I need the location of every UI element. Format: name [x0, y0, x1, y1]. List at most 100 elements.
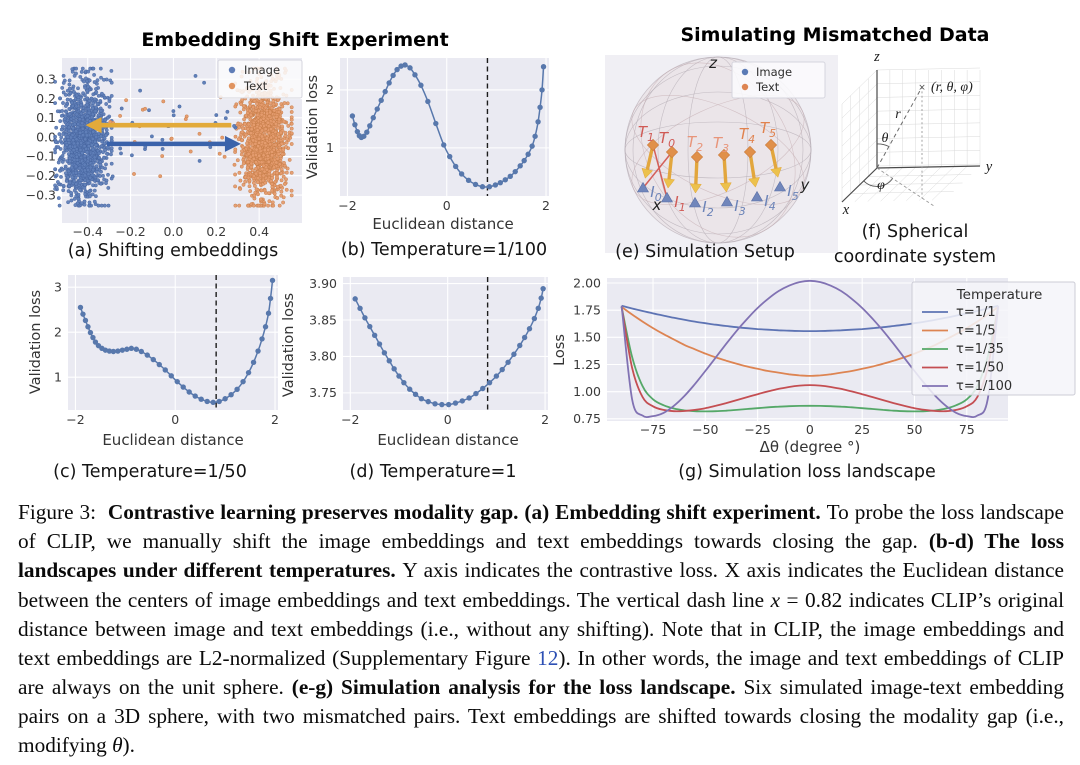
panel-f-spherical-coordinate-diagram: × z y x (r, θ, φ) rθ φ	[841, 49, 993, 218]
right-section-title: Simulating Mismatched Data	[680, 24, 990, 46]
svg-text:3.90: 3.90	[309, 276, 337, 291]
svg-text:3.80: 3.80	[309, 349, 337, 364]
svg-text:−0.2: −0.2	[26, 168, 56, 183]
text-embedding-label: T3	[713, 134, 729, 155]
svg-text:×: ×	[918, 83, 926, 93]
caption-segment: θ	[112, 733, 123, 758]
panel-b-loss-landscape-plot: −2 0 2 1 2 Euclidean distance Validation loss	[305, 58, 550, 233]
svg-text:Δθ (degree °): Δθ (degree °)	[760, 438, 861, 456]
image-embedding-label: I0	[650, 183, 661, 204]
caption-d: (d) Temperature=1	[349, 462, 517, 482]
figure-caption: Figure 3: Contrastive learning preserves…	[18, 498, 1064, 761]
svg-text:0.4: 0.4	[249, 224, 269, 239]
svg-text:θ: θ	[882, 131, 889, 146]
caption-b: (b) Temperature=1/100	[340, 240, 548, 260]
svg-text:0: 0	[806, 422, 814, 437]
svg-text:τ=1/35: τ=1/35	[956, 342, 1004, 357]
panel-c-loss-landscape-plot: −2 0 2 1 2 3 Euclidean distance Validation loss	[28, 275, 279, 449]
svg-text:1.00: 1.00	[573, 384, 601, 399]
panel-g-simulation-loss-landscape-plot: −75 −50 −25 0 25 50 75 0.75 1.00 1.25 1.50 1.75 2.00…	[552, 275, 1076, 456]
svg-text:0.3: 0.3	[36, 72, 56, 87]
svg-text:Image: Image	[756, 65, 792, 79]
caption-c: (c) Temperature=1/50	[53, 462, 247, 482]
svg-text:τ=1/100: τ=1/100	[956, 379, 1012, 394]
svg-text:Euclidean distance: Euclidean distance	[377, 431, 518, 449]
svg-text:0.2: 0.2	[36, 91, 56, 106]
caption-f: (f) Spherical coordinate system	[795, 220, 1035, 270]
svg-text:3.85: 3.85	[309, 312, 337, 327]
svg-text:Image: Image	[244, 63, 280, 77]
svg-text:−0.3: −0.3	[26, 187, 56, 202]
svg-text:0: 0	[444, 412, 452, 427]
image-embedding-label: I5	[787, 182, 798, 203]
figure-12-reference-link[interactable]: 12	[537, 645, 559, 670]
text-embedding-label: T0	[659, 129, 675, 150]
svg-text:0.2: 0.2	[206, 224, 226, 239]
svg-text:0.0: 0.0	[36, 129, 56, 144]
svg-text:25: 25	[854, 422, 870, 437]
caption-e: (e) Simulation Setup	[615, 242, 795, 262]
svg-text:1.75: 1.75	[573, 302, 601, 317]
svg-text:0: 0	[171, 412, 179, 427]
caption-segment: Y axis indicates the contrastive loss. X…	[18, 558, 1064, 612]
svg-text:τ=1/1: τ=1/1	[956, 305, 996, 320]
caption-segment: To probe the loss landscape of CLIP, we …	[18, 500, 1064, 554]
svg-text:0.75: 0.75	[573, 411, 601, 426]
left-section-title: Embedding Shift Experiment	[141, 29, 449, 51]
svg-text:0.0: 0.0	[163, 224, 183, 239]
svg-text:−2: −2	[66, 412, 84, 427]
svg-text:Validation loss: Validation loss	[281, 293, 297, 397]
svg-text:1.25: 1.25	[573, 357, 601, 372]
svg-text:Validation loss: Validation loss	[305, 75, 321, 179]
svg-text:3.75: 3.75	[309, 385, 337, 400]
caption-segment: (b-d) The loss landscapes under differen…	[18, 529, 1064, 583]
svg-text:1: 1	[326, 140, 334, 155]
svg-text:τ=1/5: τ=1/5	[956, 324, 996, 339]
svg-text:(r, θ, φ): (r, θ, φ)	[931, 80, 973, 95]
svg-text:r: r	[895, 107, 901, 122]
text-embedding-label: T4	[739, 125, 755, 146]
caption-segment: Contrastive learning preserves modality …	[107, 500, 827, 524]
svg-text:y: y	[800, 176, 811, 194]
svg-text:−0.4: −0.4	[73, 224, 103, 239]
caption-segment: = 0.82 indicates CLIP’s original distanc…	[18, 587, 1064, 670]
svg-text:Validation loss: Validation loss	[28, 290, 44, 394]
svg-text:x: x	[652, 196, 662, 214]
temperature-legend: Temperature τ=1/1 τ=1/5 τ=1/35 τ=1/50 τ=1/100	[911, 281, 1076, 396]
svg-text:z: z	[873, 49, 880, 65]
panel-a-shifting-embeddings-plot: −0.4 −0.2 0.0 0.2 0.4 0.3 0.2 0.1 0.0 −0.1 −0.2 −0.…	[26, 58, 303, 239]
svg-text:Text: Text	[755, 80, 780, 94]
text-embedding-label: T5	[760, 119, 776, 140]
svg-text:τ=1/50: τ=1/50	[956, 361, 1004, 376]
svg-text:2: 2	[271, 412, 279, 427]
caption-segment: ). In other words, the image and text em…	[18, 645, 1064, 700]
svg-text:2: 2	[541, 412, 549, 427]
svg-text:0: 0	[443, 198, 451, 213]
image-embedding-label: I3	[734, 197, 745, 218]
svg-text:Euclidean distance: Euclidean distance	[102, 431, 243, 449]
caption-f-line2: coordinate system	[833, 247, 997, 267]
svg-text:2: 2	[54, 324, 62, 339]
svg-text:Euclidean distance: Euclidean distance	[372, 215, 513, 233]
svg-text:Text: Text	[243, 79, 268, 93]
svg-text:3: 3	[54, 279, 62, 294]
svg-text:φ: φ	[877, 178, 885, 193]
caption-segment: Six simulated image-text embedding pairs…	[18, 675, 1064, 758]
svg-text:50: 50	[907, 422, 923, 437]
svg-text:x: x	[842, 202, 850, 218]
image-embedding-label: I4	[764, 192, 775, 213]
caption-segment: x	[770, 587, 781, 612]
svg-text:−25: −25	[744, 422, 770, 437]
svg-text:−0.1: −0.1	[26, 149, 56, 164]
caption-segment: (e-g) Simulation analysis for the loss l…	[291, 675, 744, 700]
svg-text:75: 75	[959, 422, 975, 437]
svg-text:2: 2	[326, 82, 334, 97]
svg-text:−2: −2	[338, 198, 356, 213]
text-embedding-label: T1	[638, 123, 654, 144]
svg-text:1: 1	[54, 369, 62, 384]
svg-text:z: z	[708, 54, 718, 72]
svg-text:0.1: 0.1	[36, 110, 56, 125]
svg-text:2: 2	[542, 198, 550, 213]
